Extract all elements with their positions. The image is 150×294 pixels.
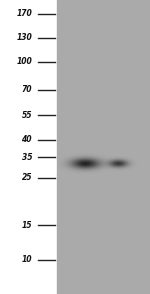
- Text: 70: 70: [21, 86, 32, 94]
- Text: 15: 15: [21, 220, 32, 230]
- Text: 55: 55: [21, 111, 32, 119]
- Text: 10: 10: [21, 255, 32, 265]
- Text: 130: 130: [16, 34, 32, 43]
- Text: 35: 35: [21, 153, 32, 161]
- Text: 100: 100: [16, 58, 32, 66]
- Text: 25: 25: [21, 173, 32, 183]
- Text: 170: 170: [16, 9, 32, 19]
- Bar: [57, 0, 150, 294]
- Text: 40: 40: [21, 136, 32, 144]
